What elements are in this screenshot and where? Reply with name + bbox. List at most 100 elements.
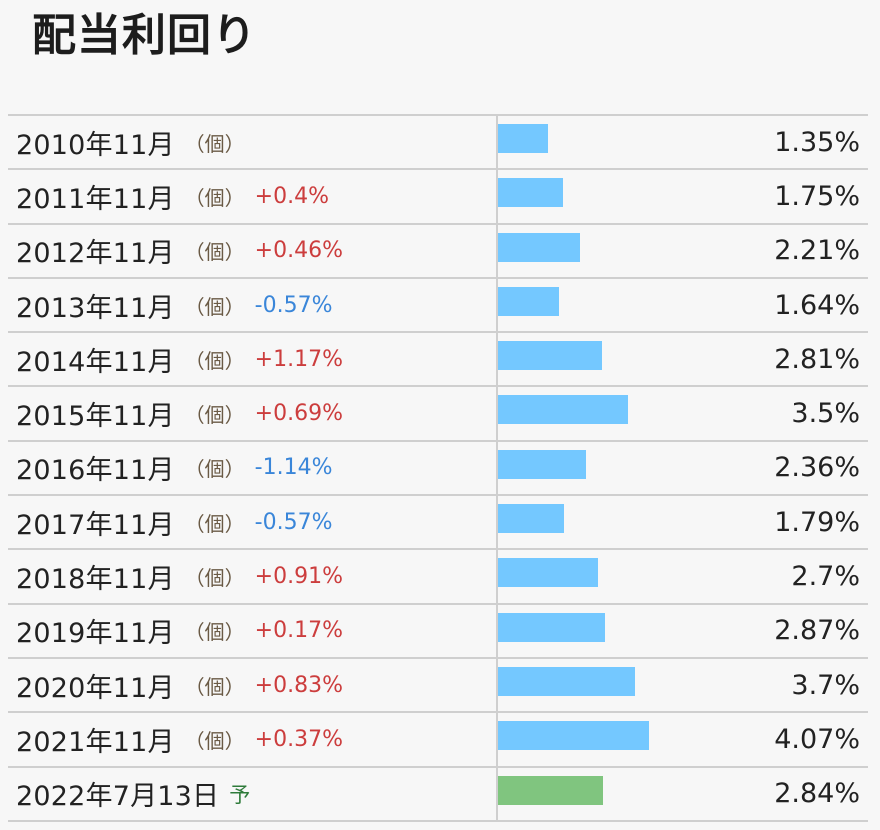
individual-tag: （個）: [185, 725, 245, 754]
yield-value: 1.35%: [774, 116, 860, 168]
yield-bar: [498, 287, 559, 316]
row-label-cell: 2011年11月 （個） +0.4%: [8, 170, 498, 222]
change-label: +0.4%: [255, 184, 329, 209]
change-label: -0.57%: [255, 293, 333, 318]
yield-bar: [498, 504, 564, 533]
yield-bar: [498, 341, 602, 370]
individual-tag: （個）: [185, 399, 245, 428]
bar-cell: [498, 713, 758, 765]
date-label: 2016年11月: [16, 448, 175, 487]
change-label: +0.83%: [255, 673, 343, 698]
bar-cell: [498, 333, 758, 385]
table-row: 2016年11月 （個） -1.14% 2.36%: [8, 442, 868, 496]
forecast-tag: 予: [229, 779, 250, 809]
table-row: 2011年11月 （個） +0.4% 1.75%: [8, 170, 868, 224]
bar-cell: [498, 225, 758, 277]
row-label-cell: 2021年11月 （個） +0.37%: [8, 713, 498, 765]
row-label-cell: 2014年11月 （個） +1.17%: [8, 333, 498, 385]
table-row: 2020年11月 （個） +0.83% 3.7%: [8, 659, 868, 713]
row-label-cell: 2018年11月 （個） +0.91%: [8, 550, 498, 602]
yield-bar: [498, 395, 628, 424]
date-label: 2020年11月: [16, 666, 175, 705]
yield-value: 2.7%: [791, 550, 860, 602]
yield-value: 2.87%: [774, 605, 860, 657]
date-label: 2013年11月: [16, 286, 175, 325]
yield-value: 1.79%: [774, 496, 860, 548]
individual-tag: （個）: [185, 291, 245, 320]
bar-cell: [498, 279, 758, 331]
bar-cell: [498, 442, 758, 494]
bar-cell: [498, 768, 758, 820]
bar-cell: [498, 387, 758, 439]
forecast-yield-bar: [498, 776, 603, 805]
yield-bar: [498, 233, 580, 262]
table-row: 2015年11月 （個） +0.69% 3.5%: [8, 387, 868, 441]
page-title: 配当利回り: [32, 6, 257, 66]
change-label: +0.46%: [255, 238, 343, 263]
row-label-cell: 2013年11月 （個） -0.57%: [8, 279, 498, 331]
yield-bar: [498, 558, 598, 587]
date-label: 2017年11月: [16, 503, 175, 542]
change-label: +1.17%: [255, 347, 343, 372]
yield-value: 3.5%: [791, 387, 860, 439]
date-label: 2019年11月: [16, 611, 175, 650]
date-label: 2015年11月: [16, 394, 175, 433]
table-row: 2022年7月13日予 2.84%: [8, 768, 868, 820]
bar-cell: [498, 170, 758, 222]
table-row: 2012年11月 （個） +0.46% 2.21%: [8, 225, 868, 279]
yield-bar: [498, 613, 605, 642]
yield-value: 1.64%: [774, 279, 860, 331]
bar-cell: [498, 496, 758, 548]
individual-tag: （個）: [185, 345, 245, 374]
yield-bar: [498, 178, 563, 207]
yield-value: 3.7%: [791, 659, 860, 711]
table-row: 2018年11月 （個） +0.91% 2.7%: [8, 550, 868, 604]
change-label: +0.69%: [255, 401, 343, 426]
row-label-cell: 2016年11月 （個） -1.14%: [8, 442, 498, 494]
bar-cell: [498, 659, 758, 711]
yield-bar: [498, 667, 635, 696]
bar-cell: [498, 116, 758, 168]
date-label: 2010年11月: [16, 123, 175, 162]
change-label: -1.14%: [255, 455, 333, 480]
row-label-cell: 2019年11月 （個） +0.17%: [8, 605, 498, 657]
table-row: 2019年11月 （個） +0.17% 2.87%: [8, 605, 868, 659]
yield-value: 2.84%: [774, 768, 860, 820]
table-row: 2014年11月 （個） +1.17% 2.81%: [8, 333, 868, 387]
row-label-cell: 2015年11月 （個） +0.69%: [8, 387, 498, 439]
dividend-yield-table: 2010年11月 （個） 1.35% 2011年11月 （個） +0.4% 1.75% 201…: [8, 114, 868, 822]
table-row: 2021年11月 （個） +0.37% 4.07%: [8, 713, 868, 767]
individual-tag: （個）: [185, 508, 245, 537]
table-row: 2013年11月 （個） -0.57% 1.64%: [8, 279, 868, 333]
bar-cell: [498, 550, 758, 602]
date-label: 2012年11月: [16, 231, 175, 270]
yield-bar: [498, 721, 649, 750]
individual-tag: （個）: [185, 562, 245, 591]
individual-tag: （個）: [185, 182, 245, 211]
date-label: 2018年11月: [16, 557, 175, 596]
table-row: 2017年11月 （個） -0.57% 1.79%: [8, 496, 868, 550]
yield-value: 2.21%: [774, 225, 860, 277]
row-label-cell: 2010年11月 （個）: [8, 116, 498, 168]
date-label: 2011年11月: [16, 177, 175, 216]
bar-cell: [498, 605, 758, 657]
row-label-cell: 2017年11月 （個） -0.57%: [8, 496, 498, 548]
change-label: +0.91%: [255, 564, 343, 589]
table-row: 2010年11月 （個） 1.35%: [8, 116, 868, 170]
individual-tag: （個）: [185, 616, 245, 645]
individual-tag: （個）: [185, 128, 245, 157]
change-label: +0.17%: [255, 618, 343, 643]
individual-tag: （個）: [185, 671, 245, 700]
yield-value: 4.07%: [774, 713, 860, 765]
row-label-cell: 2020年11月 （個） +0.83%: [8, 659, 498, 711]
yield-bar: [498, 450, 586, 479]
individual-tag: （個）: [185, 236, 245, 265]
yield-value: 1.75%: [774, 170, 860, 222]
yield-value: 2.36%: [774, 442, 860, 494]
individual-tag: （個）: [185, 453, 245, 482]
date-label: 2022年7月13日: [16, 774, 219, 813]
date-label: 2014年11月: [16, 340, 175, 379]
row-label-cell: 2012年11月 （個） +0.46%: [8, 225, 498, 277]
yield-bar: [498, 124, 548, 153]
yield-value: 2.81%: [774, 333, 860, 385]
